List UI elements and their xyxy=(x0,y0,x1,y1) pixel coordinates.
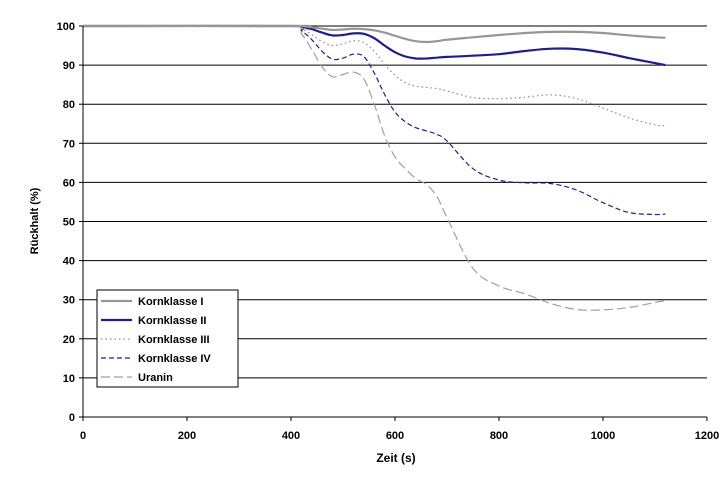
y-tick-label: 90 xyxy=(63,60,75,72)
series-line-kornklasse-iv xyxy=(82,25,666,216)
legend: Kornklasse I Kornklasse II Kornklasse III K… xyxy=(96,289,239,388)
y-tick-label: 60 xyxy=(63,177,75,189)
x-tick-label: 200 xyxy=(178,430,196,442)
y-tick-label: 30 xyxy=(63,295,75,307)
series-lines xyxy=(82,24,666,311)
y-tick-label: 70 xyxy=(63,138,75,150)
series-line-kornklasse-iii xyxy=(82,25,666,127)
x-tick-label: 0 xyxy=(80,430,86,442)
series-line-uranin xyxy=(82,24,666,311)
y-axis-title: Rückhalt (%) xyxy=(29,187,41,254)
y-tick-label: 40 xyxy=(63,256,75,268)
legend-label: Kornklasse III xyxy=(138,334,210,346)
y-tick-label: 20 xyxy=(63,334,75,346)
x-tick-label: 600 xyxy=(386,430,404,442)
x-tick-label: 400 xyxy=(282,430,300,442)
y-tick-label: 80 xyxy=(63,99,75,111)
legend-label: Kornklasse IV xyxy=(138,353,211,365)
x-tick-label: 1000 xyxy=(591,430,615,442)
y-tick-label: 100 xyxy=(57,21,75,33)
x-axis-title: Zeit (s) xyxy=(376,451,415,465)
x-tick-label: 800 xyxy=(490,430,508,442)
y-tick-label: 50 xyxy=(63,217,75,229)
series-line-kornklasse-ii xyxy=(82,24,666,67)
y-tick-label: 0 xyxy=(69,412,75,424)
series-line-kornklasse-i xyxy=(82,24,666,44)
x-tick-label: 1200 xyxy=(695,430,719,442)
legend-label: Kornklasse II xyxy=(138,315,206,327)
legend-label: Uranin xyxy=(138,372,173,384)
legend-label: Kornklasse I xyxy=(138,296,203,308)
y-tick-label: 10 xyxy=(63,373,75,385)
